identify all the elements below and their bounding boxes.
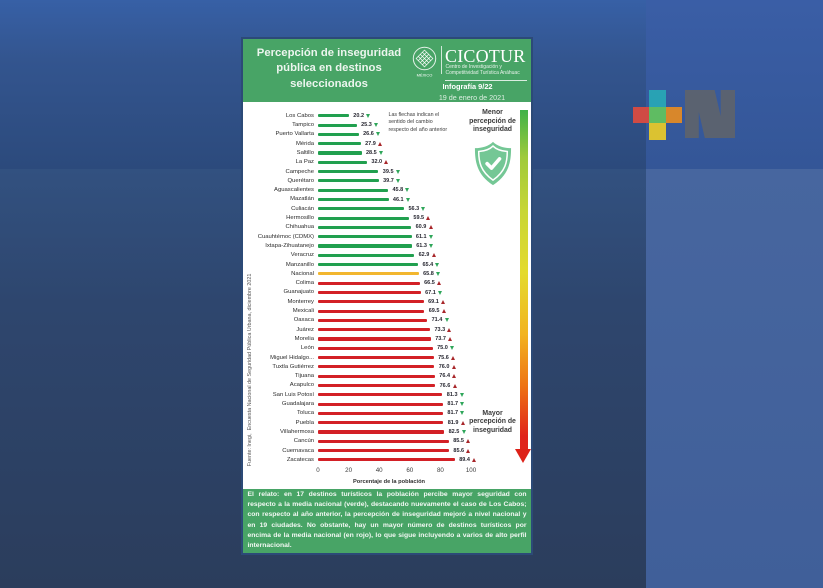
svg-text:MÉXICO: MÉXICO — [417, 73, 433, 78]
